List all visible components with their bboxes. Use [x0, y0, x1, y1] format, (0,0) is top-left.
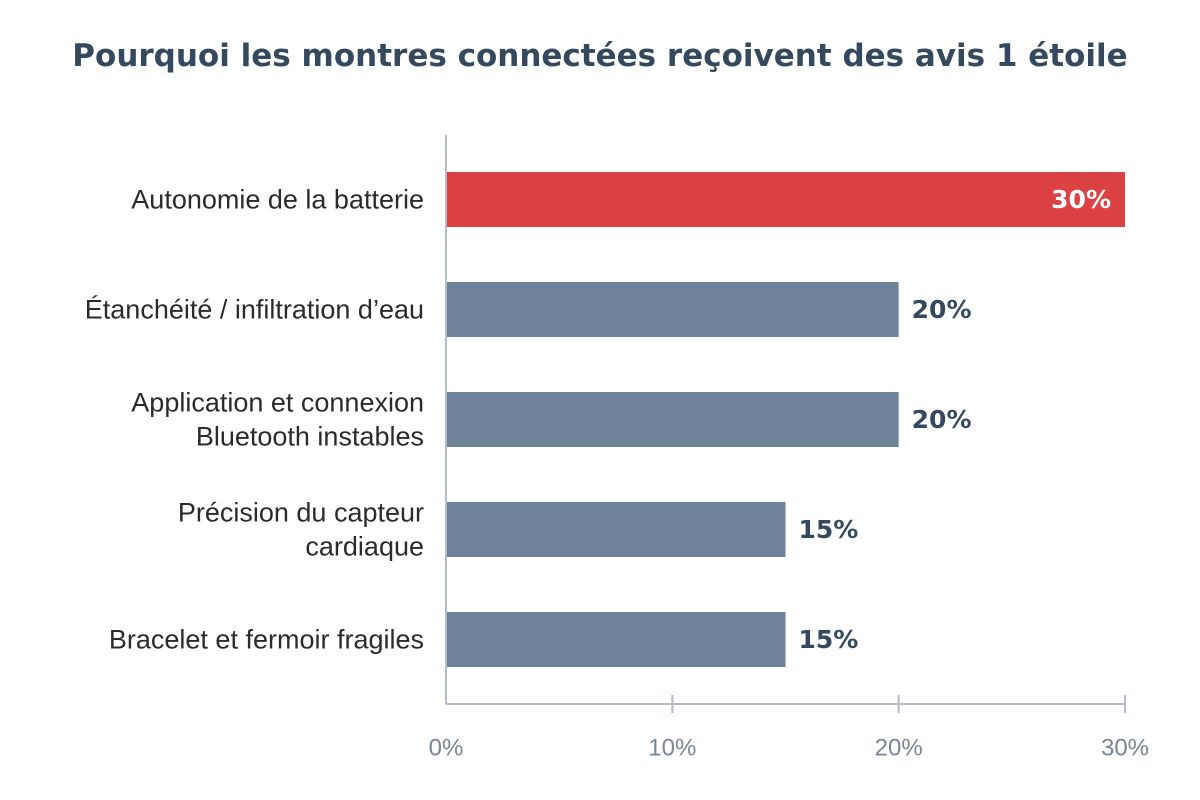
labels-group: 30% Autonomie de la batterie 20% Étanchéité…	[85, 185, 1149, 762]
bars-group	[446, 172, 1125, 667]
chart-title: Pourquoi les montres connectées reçoiven…	[72, 38, 1128, 74]
bar-3	[446, 392, 899, 447]
value-label-1: 30%	[1051, 185, 1111, 214]
category-label-5: Bracelet et fermoir fragiles	[109, 625, 424, 655]
value-label-3: 20%	[912, 405, 972, 434]
value-label-2: 20%	[912, 295, 972, 324]
bar-1	[446, 172, 1125, 227]
x-tick-label-0: 0%	[429, 735, 464, 762]
bar-2	[446, 282, 899, 337]
bar-5	[446, 612, 786, 667]
value-label-5: 15%	[799, 625, 859, 654]
category-label-4: Précision du capteur cardiaque	[178, 498, 424, 562]
category-label-1: Autonomie de la batterie	[131, 185, 424, 215]
category-label-3: Application et connexion Bluetooth instab…	[131, 388, 424, 452]
x-tick-label-3: 30%	[1101, 735, 1149, 762]
category-label-2: Étanchéité / infiltration d’eau	[85, 295, 424, 325]
bar-4	[446, 502, 786, 557]
x-tick-label-1: 10%	[648, 735, 696, 762]
x-tick-label-2: 20%	[875, 735, 923, 762]
value-label-4: 15%	[799, 515, 859, 544]
axis-group	[445, 135, 1126, 713]
